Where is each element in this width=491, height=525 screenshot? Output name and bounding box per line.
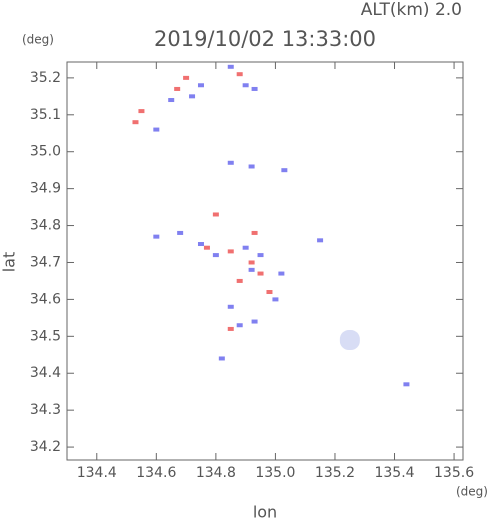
x-tick-label: 134.4 (77, 465, 117, 481)
echo-cell (242, 245, 249, 250)
y-tick-label: 35.2 (30, 70, 61, 86)
echo-cell (266, 290, 273, 295)
y-tick-label: 34.6 (30, 291, 61, 307)
altitude-label: ALT(km) 2.0 (361, 0, 462, 20)
echo-cell (189, 94, 196, 99)
echo-cell (227, 64, 234, 69)
echo-cell (197, 242, 204, 247)
echo-cell (227, 326, 234, 331)
echo-cell (278, 271, 285, 276)
y-tick-label: 34.8 (30, 218, 61, 234)
echo-cell (183, 75, 190, 80)
chart-title: 2019/10/02 13:33:00 (154, 27, 376, 51)
echo-cell (251, 86, 258, 91)
y-tick-label: 34.9 (30, 181, 61, 197)
y-tick-label: 34.3 (30, 402, 61, 418)
x-tick-label: 135.0 (255, 465, 295, 481)
y-tick-label: 34.5 (30, 328, 61, 344)
x-tick-label: 135.2 (315, 465, 355, 481)
echo-cell (153, 127, 160, 132)
echo-cell (203, 245, 210, 250)
echo-cell (251, 230, 258, 235)
echo-cell (281, 168, 288, 173)
echo-cell (177, 230, 184, 235)
y-tick-label: 35.1 (30, 107, 61, 123)
x-unit: (deg) (456, 485, 488, 499)
echo-cell (248, 267, 255, 272)
y-tick-label: 35.0 (30, 144, 61, 160)
echo-cell (168, 98, 175, 103)
echo-cell (403, 382, 410, 387)
echo-cell (251, 319, 258, 324)
echo-cell (218, 356, 225, 361)
x-tick-label: 135.4 (374, 465, 414, 481)
echo-cell (197, 83, 204, 88)
x-tick-label: 135.6 (434, 465, 474, 481)
y-tick-label: 34.2 (30, 439, 61, 455)
echo-cell (212, 253, 219, 258)
y-tick-label: 34.4 (30, 365, 61, 381)
echo-cell (212, 212, 219, 217)
echo-cell (138, 109, 145, 114)
x-tick-label: 134.6 (136, 465, 176, 481)
echo-cell (174, 86, 181, 91)
echo-cell (236, 72, 243, 77)
echo-cell (132, 120, 139, 125)
echo-cell (242, 83, 249, 88)
x-axis-label: lon (253, 503, 277, 522)
echo-cell (248, 260, 255, 265)
x-tick-label: 134.8 (196, 465, 236, 481)
echo-cell (272, 297, 279, 302)
echo-cell (248, 164, 255, 169)
echo-cell (153, 234, 160, 239)
plot-frame (66, 61, 464, 461)
echo-cell (236, 278, 243, 283)
echo-cell (317, 238, 324, 243)
echo-cell (227, 249, 234, 254)
echo-cell (236, 323, 243, 328)
echo-cell (257, 271, 264, 276)
y-axis-label: lat (0, 252, 19, 273)
y-unit: (deg) (22, 33, 54, 47)
echo-cell (227, 160, 234, 165)
echo-cell (227, 304, 234, 309)
y-tick-label: 34.7 (30, 254, 61, 270)
echo-cell (339, 330, 360, 351)
echo-cell (257, 253, 264, 258)
